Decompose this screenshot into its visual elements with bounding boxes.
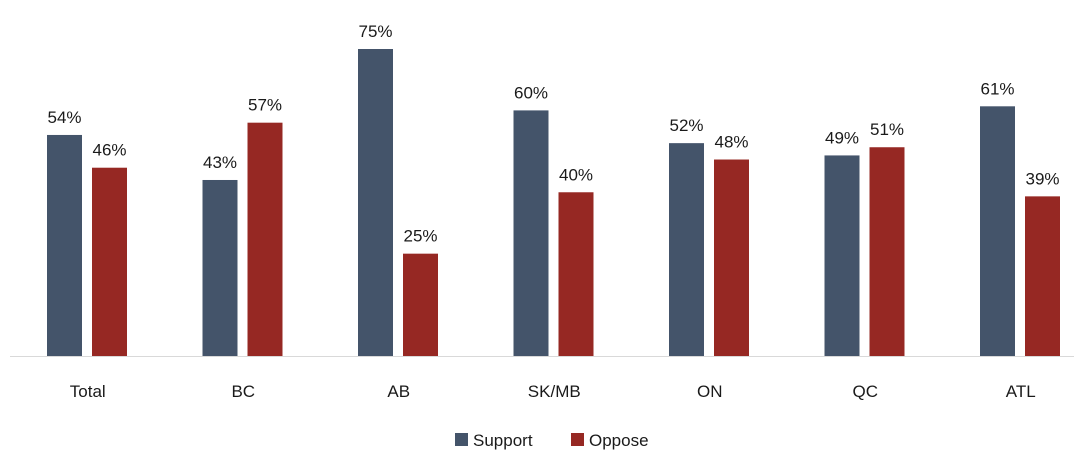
x-tick-label: SK/MB: [528, 382, 581, 401]
legend-swatch-oppose: [571, 433, 584, 446]
x-tick-label: ON: [697, 382, 723, 401]
x-tick-label: QC: [853, 382, 879, 401]
bar-oppose-sk-mb: [558, 192, 594, 356]
data-label-support-atl: 61%: [980, 79, 1014, 98]
bar-oppose-on: [714, 159, 749, 356]
data-label-oppose-bc: 57%: [248, 96, 282, 115]
data-label-support-on: 52%: [669, 116, 703, 135]
bar-support-bc: [202, 179, 238, 356]
data-label-support-total: 54%: [47, 108, 81, 127]
legend: Support Oppose: [455, 431, 649, 450]
bar-support-total: [47, 134, 82, 356]
x-tick-label: Total: [70, 382, 106, 401]
bar-support-atl: [980, 106, 1015, 356]
legend-label-support: Support: [473, 431, 533, 450]
bars-group: [47, 49, 1060, 357]
data-label-support-bc: 43%: [203, 153, 237, 172]
data-label-support-qc: 49%: [825, 128, 859, 147]
data-label-oppose-atl: 39%: [1025, 169, 1059, 188]
bar-support-on: [669, 143, 704, 356]
data-label-oppose-sk-mb: 40%: [559, 165, 593, 184]
data-label-oppose-qc: 51%: [870, 120, 904, 139]
bar-oppose-ab: [403, 253, 438, 356]
x-tick-label: ATL: [1006, 382, 1036, 401]
data-label-oppose-on: 48%: [714, 133, 748, 152]
legend-label-oppose: Oppose: [589, 431, 649, 450]
x-tick-label: AB: [387, 382, 410, 401]
x-tick-label: BC: [231, 382, 255, 401]
bar-oppose-qc: [869, 147, 905, 356]
data-label-support-sk-mb: 60%: [514, 83, 548, 102]
data-labels-group: 54% 46% 43% 57% 75% 25% 60% 40% 52% 48% 49% 51% 61% 3…: [47, 22, 1059, 246]
bar-oppose-atl: [1025, 196, 1060, 356]
legend-swatch-support: [455, 433, 468, 446]
bar-support-sk-mb: [513, 110, 549, 357]
data-label-support-ab: 75%: [358, 22, 392, 41]
data-label-oppose-total: 46%: [92, 141, 126, 160]
bar-oppose-bc: [247, 122, 283, 357]
bar-oppose-total: [92, 167, 127, 356]
bar-support-ab: [358, 49, 393, 356]
data-label-oppose-ab: 25%: [403, 227, 437, 246]
x-tick-labels-group: Total BC AB SK/MB ON QC ATL: [70, 382, 1036, 401]
bar-support-qc: [824, 155, 860, 356]
